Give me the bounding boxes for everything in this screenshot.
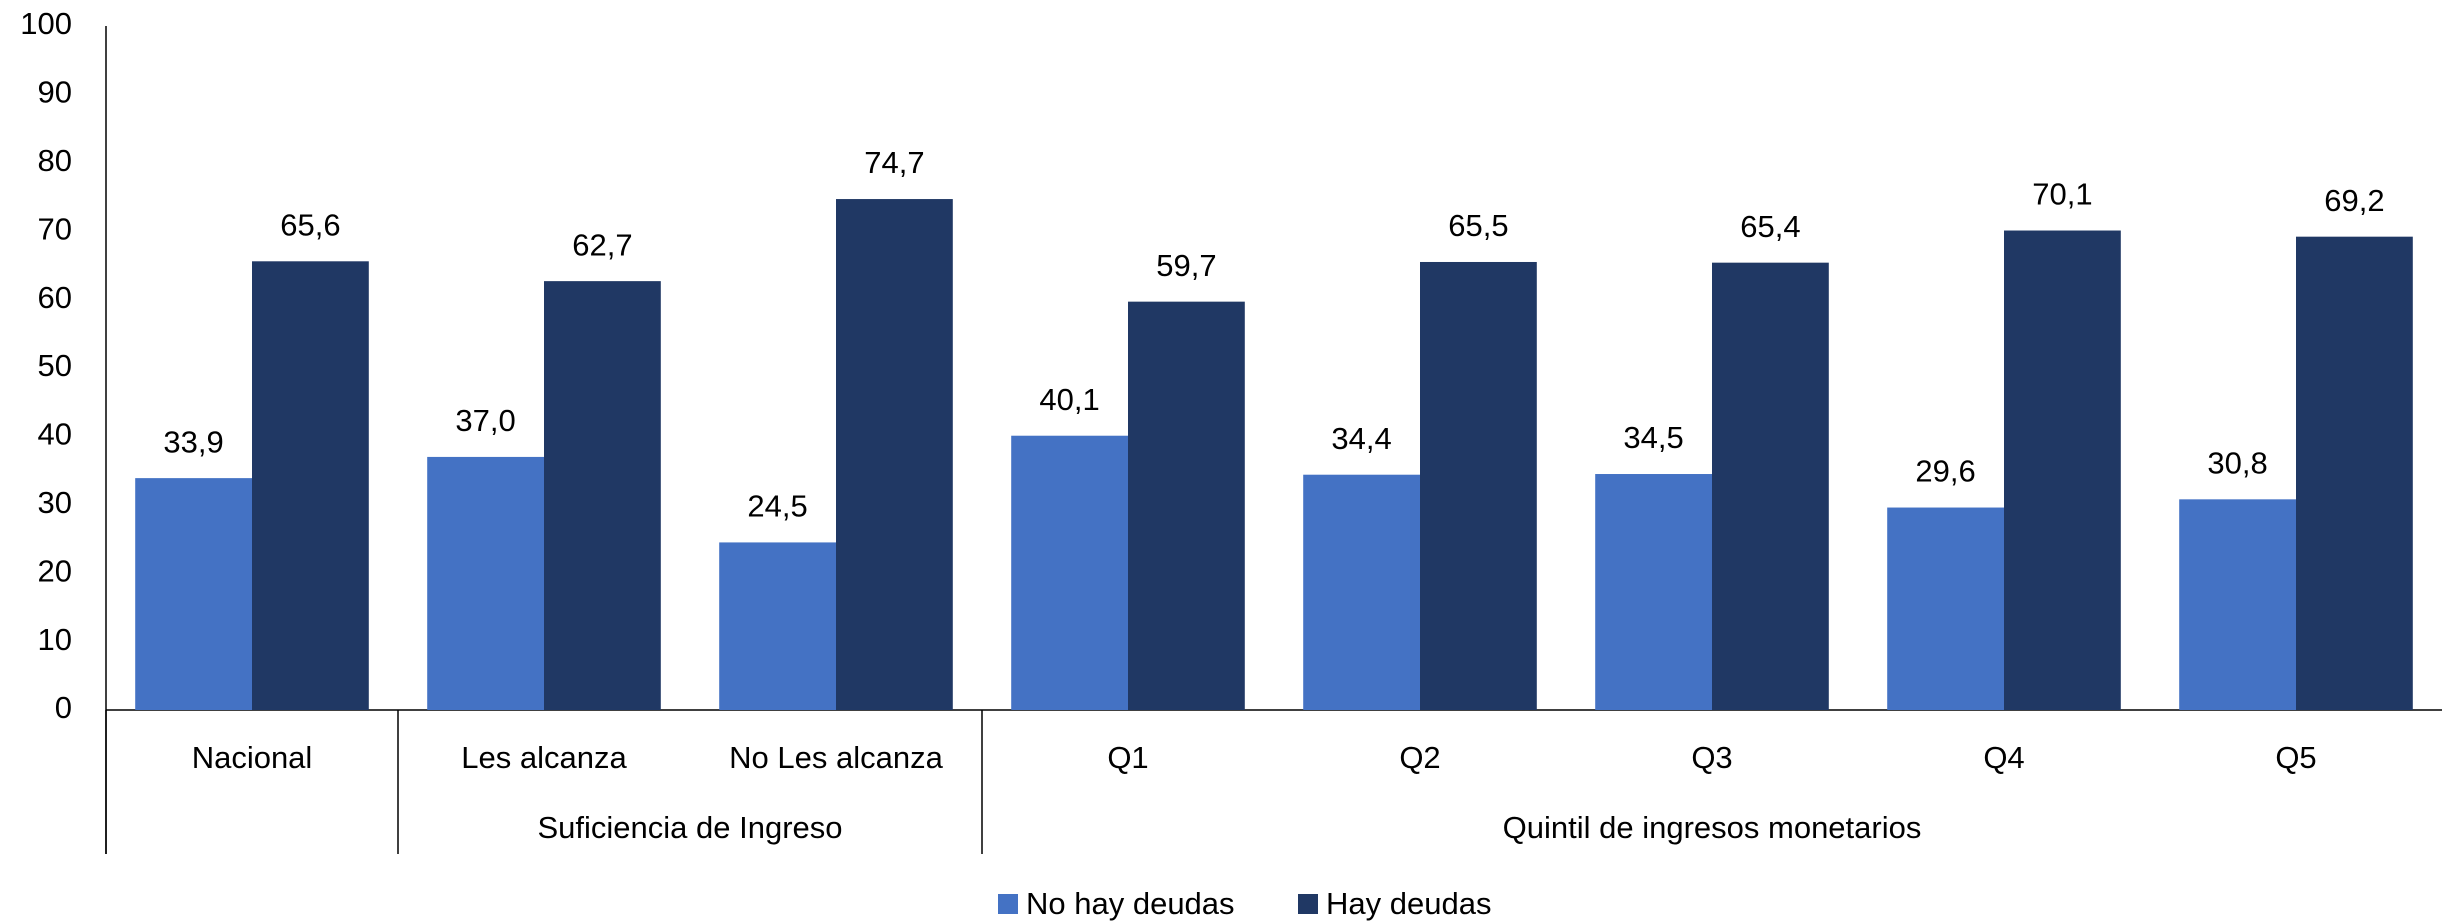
- bar: [544, 281, 661, 710]
- data-label: 65,6: [280, 207, 340, 242]
- x-tick-label: Nacional: [192, 740, 313, 775]
- bar: [1128, 301, 1245, 710]
- y-tick-label: 0: [55, 690, 72, 725]
- data-label: 34,4: [1331, 421, 1391, 456]
- bar: [1712, 262, 1829, 710]
- legend-swatch: [1298, 894, 1318, 914]
- y-tick-label: 60: [38, 280, 72, 315]
- group-label: Quintil de ingresos monetarios: [1503, 810, 1922, 845]
- legend-label: No hay deudas: [1026, 886, 1235, 921]
- data-label: 33,9: [163, 424, 223, 459]
- y-tick-label: 70: [38, 211, 72, 246]
- bar: [1420, 261, 1537, 710]
- bar: [427, 456, 544, 710]
- y-tick-label: 50: [38, 348, 72, 383]
- y-tick-label: 40: [38, 417, 72, 452]
- y-tick-label: 100: [20, 6, 72, 41]
- data-label: 59,7: [1156, 248, 1216, 283]
- data-label: 24,5: [747, 489, 807, 524]
- bar: [836, 199, 953, 710]
- data-label: 65,5: [1448, 208, 1508, 243]
- bar: [1595, 474, 1712, 710]
- bar: [2004, 230, 2121, 711]
- x-tick-label: Q3: [1691, 740, 1732, 775]
- bar: [135, 478, 252, 710]
- bar: [1887, 507, 2004, 710]
- bar: [2179, 499, 2296, 710]
- x-tick-label: Q1: [1107, 740, 1148, 775]
- group-label: Suficiencia de Ingreso: [537, 810, 842, 845]
- y-tick-label: 80: [38, 143, 72, 178]
- x-tick-label: Q2: [1399, 740, 1440, 775]
- bar: [252, 261, 369, 710]
- data-label: 37,0: [455, 403, 515, 438]
- bar: [1303, 474, 1420, 710]
- x-tick-label: Les alcanza: [461, 740, 627, 775]
- data-label: 34,5: [1623, 420, 1683, 455]
- x-tick-label: Q5: [2275, 740, 2316, 775]
- legend-swatch: [998, 894, 1018, 914]
- data-label: 29,6: [1915, 454, 1975, 489]
- y-tick-label: 90: [38, 75, 72, 110]
- data-label: 69,2: [2324, 183, 2384, 218]
- x-tick-label: Q4: [1983, 740, 2024, 775]
- x-tick-label: No Les alcanza: [729, 740, 943, 775]
- data-label: 65,4: [1740, 209, 1800, 244]
- data-label: 40,1: [1039, 382, 1099, 417]
- bar: [1011, 435, 1128, 710]
- y-tick-label: 30: [38, 485, 72, 520]
- data-label: 74,7: [864, 145, 924, 180]
- data-label: 30,8: [2207, 446, 2267, 481]
- data-label: 62,7: [572, 227, 632, 262]
- bar: [719, 542, 836, 710]
- y-tick-label: 20: [38, 553, 72, 588]
- y-tick-label: 10: [38, 622, 72, 657]
- data-label: 70,1: [2032, 177, 2092, 212]
- legend-label: Hay deudas: [1326, 886, 1491, 921]
- bar: [2296, 236, 2413, 710]
